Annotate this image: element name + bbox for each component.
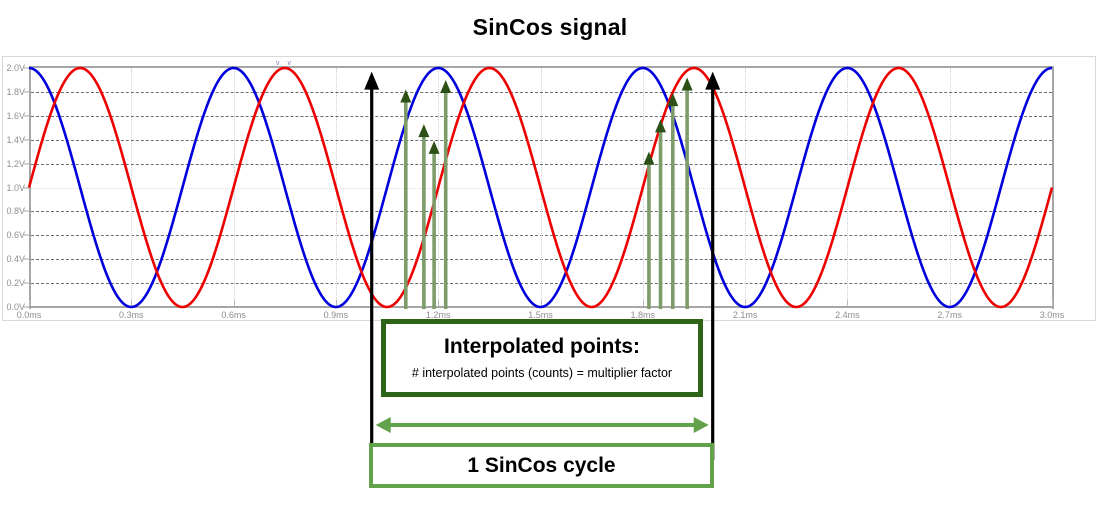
gridline-horizontal [31, 187, 1052, 189]
x-tick-mark [642, 300, 644, 306]
gridline-horizontal [31, 139, 1052, 141]
sincos-cycle-callout: 1 SinCos cycle [369, 443, 714, 488]
y-tick-label: 0.8V [6, 206, 25, 217]
gridline-vertical [642, 68, 644, 300]
gridline-horizontal [31, 235, 1052, 237]
gridline-horizontal [31, 211, 1052, 213]
y-tick-label: 2.0V [6, 63, 25, 73]
y-tick-mark [24, 115, 31, 117]
gridline-vertical [438, 68, 440, 300]
y-tick-label: 1.8V [6, 86, 25, 97]
x-tick-label: 2.4ms [835, 310, 860, 320]
cycle-span-double-arrow [375, 417, 709, 433]
x-tick-label: 0.3ms [119, 310, 144, 320]
gridline-vertical [233, 68, 235, 300]
y-tick-mark [24, 282, 31, 284]
axis-right-line [1052, 66, 1054, 309]
x-tick-label: 0.9ms [323, 310, 349, 320]
x-tick-label: 1.2ms [425, 310, 451, 320]
y-tick-label: 1.6V [6, 110, 25, 121]
chart-frame [2, 56, 1096, 321]
x-tick-mark [131, 300, 133, 306]
x-tick-label: 3.0ms [1039, 310, 1065, 320]
x-tick-mark [1052, 300, 1053, 306]
gridline-vertical [949, 68, 951, 300]
x-tick-mark [29, 300, 30, 306]
y-tick-label: 0.4V [6, 254, 25, 265]
interpolated-points-title: Interpolated points: [444, 334, 640, 358]
x-tick-label: 2.7ms [937, 310, 962, 320]
x-tick-label: 1.8ms [630, 310, 656, 320]
interpolated-points-subtitle: # interpolated points (counts) = multipl… [411, 365, 673, 380]
y-tick-mark [24, 210, 31, 212]
y-tick-mark [24, 163, 31, 165]
y-tick-mark [24, 306, 31, 308]
x-tick-label: 1.5ms [528, 310, 553, 320]
gridline-vertical [335, 68, 337, 300]
gridline-horizontal [31, 283, 1052, 285]
interpolated-points-callout: Interpolated points: # interpolated poin… [381, 319, 703, 397]
y-tick-label: 1.2V [6, 158, 25, 169]
x-tick-mark [438, 300, 440, 306]
gridline-vertical [131, 68, 133, 300]
x-tick-label: 0.6ms [221, 310, 246, 320]
sincos-cycle-label: 1 SinCos cycle [467, 453, 616, 477]
gridline-horizontal [31, 91, 1052, 93]
x-tick-mark [233, 300, 235, 306]
gridline-horizontal [31, 115, 1052, 117]
y-tick-mark [24, 258, 31, 260]
gridline-horizontal [31, 259, 1052, 261]
x-tick-mark [847, 300, 849, 306]
y-tick-mark [24, 234, 31, 236]
y-tick-mark [24, 139, 31, 141]
y-tick-label: 1.4V [6, 134, 25, 145]
y-tick-label: 1.0V [6, 182, 25, 193]
x-tick-mark [540, 300, 542, 306]
gridline-vertical [540, 68, 542, 300]
gridline-vertical [745, 68, 747, 300]
x-tick-mark [949, 300, 951, 306]
gridline-horizontal [31, 163, 1052, 165]
page-title: SinCos signal [472, 14, 628, 40]
y-tick-label: 0.0V [6, 302, 25, 312]
gridline-vertical [847, 68, 849, 300]
y-tick-mark [24, 91, 31, 93]
axis-x-line [29, 306, 1054, 308]
y-tick-label: 0.2V [6, 278, 25, 289]
x-tick-label: 2.1ms [732, 310, 758, 320]
x-tick-label: 0.0ms [16, 310, 42, 320]
top-marker-glyph: v v [276, 60, 294, 67]
x-tick-mark [745, 300, 747, 306]
y-tick-mark [24, 67, 31, 69]
axis-top-line [29, 66, 1054, 68]
x-tick-mark [335, 300, 337, 306]
y-tick-mark [24, 187, 31, 188]
y-tick-label: 0.6V [6, 230, 25, 241]
